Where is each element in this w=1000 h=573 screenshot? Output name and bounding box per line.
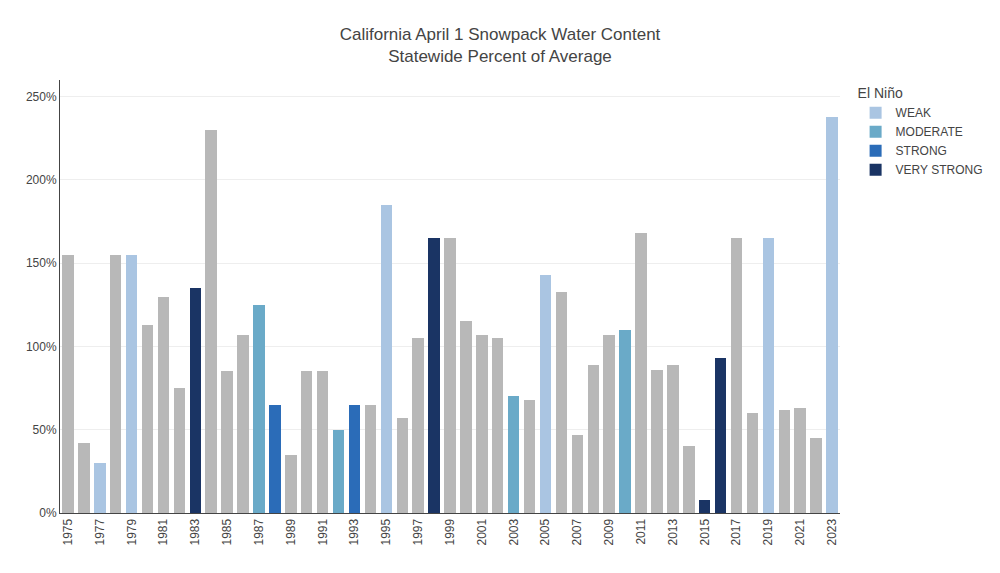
svg-text:1979: 1979 (125, 518, 139, 545)
svg-text:2005: 2005 (538, 518, 552, 545)
svg-text:WEAK: WEAK (896, 106, 931, 120)
svg-text:1999: 1999 (443, 518, 457, 545)
svg-text:2019: 2019 (761, 518, 775, 545)
svg-text:2023: 2023 (825, 518, 839, 545)
svg-text:1975: 1975 (61, 518, 75, 545)
svg-text:1991: 1991 (316, 518, 330, 545)
svg-text:El Niño: El Niño (858, 85, 903, 101)
svg-text:1993: 1993 (347, 518, 361, 545)
svg-text:1995: 1995 (379, 518, 393, 545)
svg-text:VERY STRONG: VERY STRONG (896, 163, 983, 177)
svg-text:1997: 1997 (411, 518, 425, 545)
svg-text:2009: 2009 (602, 518, 616, 545)
svg-text:1983: 1983 (188, 518, 202, 545)
svg-text:1985: 1985 (220, 518, 234, 545)
svg-text:2007: 2007 (570, 518, 584, 545)
svg-text:100%: 100% (26, 340, 57, 354)
svg-text:1977: 1977 (93, 518, 107, 545)
svg-text:STRONG: STRONG (896, 144, 947, 158)
svg-text:50%: 50% (33, 423, 57, 437)
svg-text:2017: 2017 (729, 518, 743, 545)
svg-text:2021: 2021 (793, 518, 807, 545)
svg-text:California April 1 Snowpack Wa: California April 1 Snowpack Water Conten… (340, 25, 661, 66)
svg-text:250%: 250% (26, 90, 57, 104)
svg-text:150%: 150% (26, 256, 57, 270)
svg-text:1987: 1987 (252, 518, 266, 545)
svg-text:1989: 1989 (284, 518, 298, 545)
svg-text:2011: 2011 (634, 518, 648, 544)
svg-text:2003: 2003 (507, 518, 521, 545)
svg-text:2015: 2015 (698, 518, 712, 545)
svg-text:2013: 2013 (666, 518, 680, 545)
svg-text:0%: 0% (39, 506, 57, 520)
svg-text:200%: 200% (26, 173, 57, 187)
svg-text:MODERATE: MODERATE (896, 125, 963, 139)
svg-text:1981: 1981 (156, 518, 170, 545)
svg-text:2001: 2001 (475, 518, 489, 545)
